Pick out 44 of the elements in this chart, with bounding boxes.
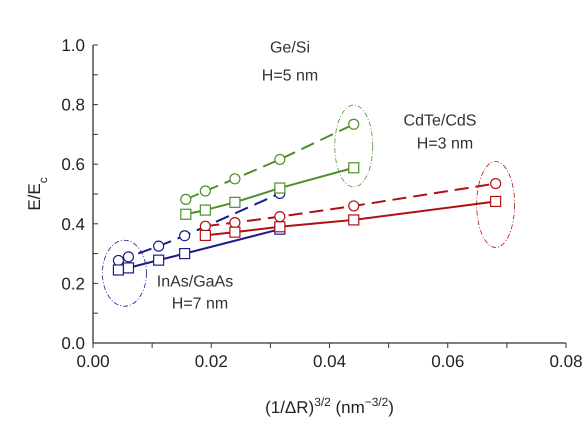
y-tick-label: 1.0 [61,36,85,55]
y-tick-label: 0.0 [61,334,85,353]
annotation: H=5 nm [262,68,318,85]
point [153,240,164,252]
annotation: H=3 nm [416,136,474,153]
point [274,154,286,166]
point [200,204,211,216]
point [229,226,240,238]
point [200,185,211,197]
point [348,214,360,226]
x-tick-label: 0.04 [312,352,346,371]
point [179,248,190,260]
x-axis-title: (1/ΔR)$^{3/2}$ (nm$^{−3/2}$) [265,395,394,417]
x-tick-label: 0.00 [76,352,110,371]
y-tick-label: 0.8 [61,96,85,115]
point [180,194,192,205]
point [490,178,502,190]
y-tick-label: 0.6 [61,155,85,174]
x-tick-label: 0.02 [194,352,228,371]
point [229,173,240,184]
point [122,251,134,262]
point [153,254,164,266]
point [112,264,124,276]
point [200,230,211,242]
point [229,196,240,208]
x-tick-label: 0.08 [549,352,583,371]
annotation: Ge/Si [270,40,310,57]
point [229,217,240,228]
annotation: CdTe/CdS [404,112,476,130]
y-tick-label: 0.4 [61,214,85,234]
point [122,262,134,274]
point [348,200,360,212]
point [179,230,190,242]
annotation: H=7 nm [172,296,228,313]
point [180,208,192,220]
point [274,182,286,194]
point [348,162,360,174]
point [274,221,286,232]
x-tick-label: 0.06 [431,352,464,371]
point [274,211,286,222]
point [348,118,360,130]
point [490,196,502,208]
y-tick-label: 0.2 [61,274,85,294]
annotation: InAs/GaAs [156,274,234,291]
